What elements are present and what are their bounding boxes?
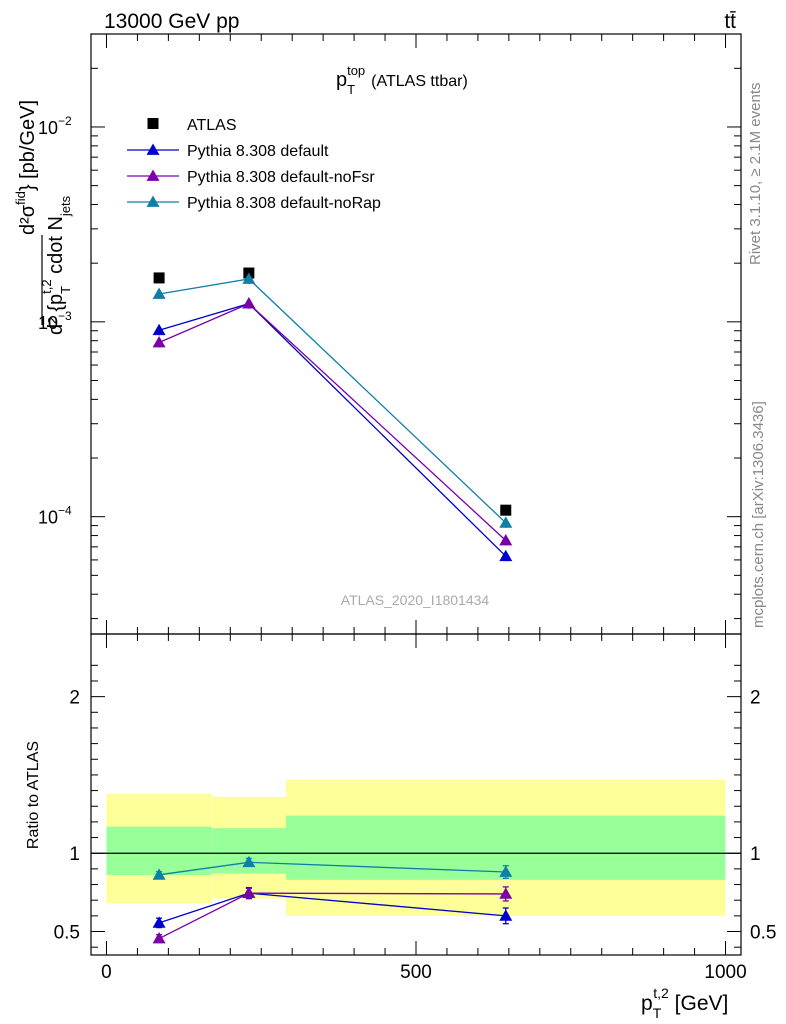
y-label-top: d²σfid} [pb/GeV]	[13, 100, 39, 235]
ratio-data-point-s0	[499, 909, 513, 921]
ratio-data-point-s2	[152, 868, 166, 880]
x-tick-label: 1000	[704, 962, 746, 983]
energy-label: 13000 GeV pp	[104, 10, 239, 33]
main-y-tick-label: 10−2	[38, 114, 72, 138]
analysis-watermark: ATLAS_2020_I1801434	[341, 592, 490, 608]
ratio-stat-band-0	[106, 826, 212, 876]
ratio-y-axis-label: Ratio to ATLAS	[25, 741, 42, 849]
ratio-data-point-s2	[499, 865, 513, 877]
main-series-markers	[152, 267, 513, 562]
legend-marker-atlas	[147, 118, 159, 129]
atlas-data-point	[153, 272, 165, 284]
main-y-axis-label: d²σfid} [pb/GeV] d² {pTt,2 cdot Njets	[13, 100, 73, 335]
x-tick-label: 0	[101, 962, 112, 983]
legend: ATLAS Pythia 8.308 default Pythia 8.308 de…	[127, 117, 381, 212]
main-data-point-s3	[242, 272, 256, 284]
ratio-data-point-s2	[242, 855, 256, 868]
main-y-tick-label: 10−4	[38, 504, 72, 528]
main-data-point-s1	[152, 323, 166, 336]
title-superscript: top	[347, 63, 365, 78]
ratio-y-tick-label-right: 0.5	[750, 923, 776, 944]
main-data-point-s2	[499, 533, 513, 546]
main-data-point-s2	[242, 297, 256, 309]
ratio-y-tick-label: 0.5	[54, 923, 80, 944]
ratio-panel: 0.5 0.5 1 1 2 2 0 500 1000 Ratio to ATLAS pTt,2 …	[25, 633, 776, 1021]
legend-label-1: Pythia 8.308 default	[187, 143, 329, 160]
legend-label-0: ATLAS	[187, 117, 237, 134]
mcplots-label: mcplots.cern.ch [arXiv:1306.3436]	[750, 401, 767, 628]
main-series-line-1	[158, 302, 507, 557]
main-data-point-s3	[499, 516, 513, 528]
ratio-y-tick-label: 1	[69, 844, 80, 865]
ratio-data-point-s0	[152, 916, 166, 928]
title-rest: (ATLAS ttbar)	[371, 73, 468, 90]
legend-label-3: Pythia 8.308 default-noRap	[187, 195, 381, 212]
ratio-data-point-s1	[242, 886, 256, 899]
x-tick-label: 500	[400, 962, 432, 983]
ratio-data-point-s1	[152, 932, 166, 944]
main-series-line-3	[158, 278, 507, 524]
title-base: p	[336, 69, 347, 91]
legend-marker-1	[146, 143, 160, 155]
main-title: pTtop (ATLAS ttbar)	[336, 63, 468, 97]
main-axes: 10−4 10−3 10−2	[38, 33, 742, 635]
main-data-point-s2	[152, 336, 166, 348]
legend-label-2: Pythia 8.308 default-noFsr	[187, 169, 375, 186]
ratio-y-tick-label: 2	[69, 688, 80, 709]
ratio-axes: 0.5 0.5 1 1 2 2 0 500 1000	[54, 633, 776, 983]
main-y-tick-label: 10−3	[38, 309, 72, 333]
ratio-series-markers	[152, 855, 513, 944]
main-panel: 10−4 10−3 10−2 pTtop (ATLAS ttbar) d²σfid} …	[13, 33, 742, 635]
ratio-uncertainty-bands	[91, 779, 741, 916]
ratio-y-tick-label-right: 2	[750, 688, 761, 709]
main-series-lines	[158, 278, 507, 557]
main-data-point-s1	[499, 549, 513, 562]
main-data-point-s3	[152, 287, 166, 299]
x-axis-label: pTt,2 [GeV]	[641, 985, 728, 1021]
process-label: tt̄	[724, 10, 736, 33]
ratio-y-tick-label-right: 1	[750, 844, 761, 865]
y-label-bottom: d² {pTt,2 cdot Njets	[39, 195, 73, 335]
legend-marker-2	[146, 169, 160, 181]
atlas-data-point	[500, 504, 512, 516]
legend-marker-3	[146, 195, 160, 207]
rivet-version-label: Rivet 3.1.10, ≥ 2.1M events	[747, 83, 764, 266]
ratio-data-point-s1	[499, 887, 513, 899]
title-subscript: T	[347, 82, 355, 97]
